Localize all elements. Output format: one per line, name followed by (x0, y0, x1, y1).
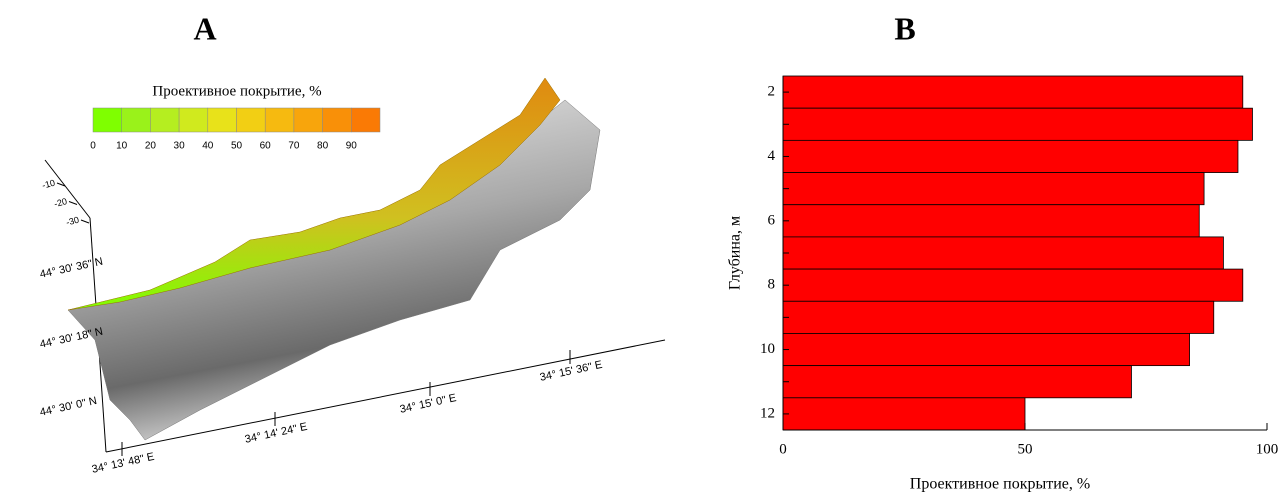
y-tick-label: 6 (768, 212, 776, 228)
z-tick-label: -10 (41, 178, 56, 191)
colorbar-cell (294, 108, 323, 132)
bar (783, 76, 1243, 108)
colorbar-tick-label: 10 (116, 141, 128, 152)
bar (783, 237, 1223, 269)
panel-title: A (193, 10, 216, 46)
colorbar-cell (351, 108, 380, 132)
terrain-panel (45, 78, 665, 452)
colorbar-tick-label: 50 (231, 141, 243, 152)
z-tick (81, 220, 89, 223)
colorbar-cell (323, 108, 352, 132)
longitude-label: 34° 15' 36" E (539, 359, 604, 384)
colorbar-tick-label: 30 (174, 141, 186, 152)
colorbar-tick-label: 80 (317, 141, 329, 152)
bar (783, 269, 1243, 301)
y-tick-label: 4 (768, 148, 776, 164)
colorbar-cell (265, 108, 294, 132)
colorbar-cell (150, 108, 179, 132)
x-axis-label: Проективное покрытие, % (910, 476, 1090, 493)
x-tick-label: 0 (779, 441, 787, 457)
x-tick-label: 100 (1256, 441, 1279, 457)
colorbar-cell (208, 108, 237, 132)
axis-line (45, 160, 90, 218)
y-axis-label: Глубина, м (727, 216, 744, 290)
panel-title: B (894, 10, 915, 46)
longitude-label: 34° 15' 0" E (399, 392, 458, 416)
bar (783, 366, 1131, 398)
colorbar-tick-label: 90 (346, 141, 358, 152)
bar (783, 333, 1190, 365)
bar (783, 398, 1025, 430)
colorbar-cell (179, 108, 208, 132)
colorbar-tick-label: 0 (90, 141, 96, 152)
z-tick-label: -20 (53, 196, 68, 209)
x-tick-label: 50 (1018, 441, 1033, 457)
bar (783, 205, 1199, 237)
bar (783, 140, 1238, 172)
colorbar-tick-label: 40 (202, 141, 214, 152)
longitude-label: 34° 13' 48" E (91, 451, 156, 476)
colorbar-title: Проективное покрытие, % (152, 83, 321, 99)
y-tick-label: 12 (760, 405, 775, 421)
y-tick-label: 8 (768, 277, 776, 293)
colorbar-tick-label: 20 (145, 141, 157, 152)
colorbar-cell (237, 108, 266, 132)
colorbar-cell (122, 108, 151, 132)
colorbar-cell (93, 108, 122, 132)
y-tick-label: 10 (760, 341, 775, 357)
bar (783, 108, 1252, 140)
longitude-label: 34° 14' 24" E (244, 421, 309, 446)
colorbar-tick-label: 70 (288, 141, 300, 152)
z-tick (69, 202, 77, 205)
colorbar-tick-label: 60 (260, 141, 272, 152)
figure: AПроективное покрытие, %0102030405060708… (0, 0, 1283, 495)
bar (783, 301, 1214, 333)
latitude-label: 44° 30' 0" N (39, 395, 98, 419)
y-tick-label: 2 (768, 84, 776, 100)
bar (783, 173, 1204, 205)
latitude-label: 44° 30' 18" N (39, 326, 104, 351)
z-tick-label: -30 (65, 215, 80, 228)
